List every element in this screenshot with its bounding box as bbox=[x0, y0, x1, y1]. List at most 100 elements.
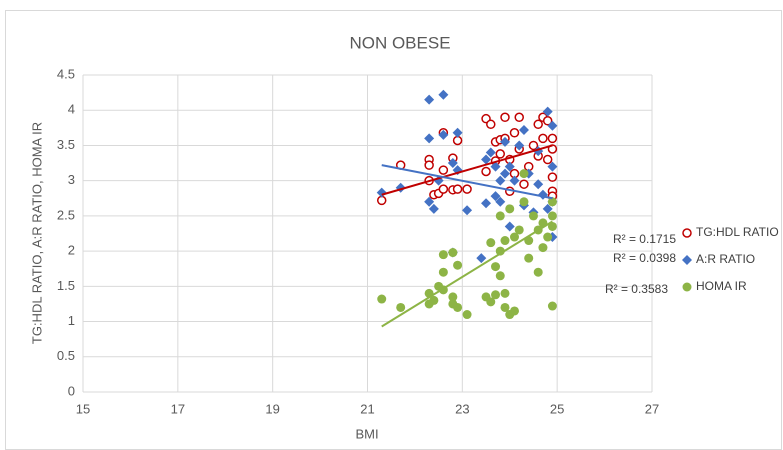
data-point bbox=[424, 196, 435, 207]
data-point bbox=[495, 149, 506, 159]
data-point bbox=[542, 116, 553, 126]
data-point bbox=[495, 271, 505, 281]
data-point bbox=[500, 168, 511, 179]
data-point bbox=[509, 175, 520, 186]
data-point bbox=[462, 184, 472, 194]
data-point bbox=[504, 221, 515, 232]
data-point bbox=[514, 225, 524, 235]
data-point bbox=[509, 306, 519, 316]
x-tick-label: 15 bbox=[76, 401, 90, 416]
data-point bbox=[514, 140, 525, 151]
x-tick-label: 25 bbox=[550, 401, 564, 416]
data-point bbox=[509, 128, 520, 138]
data-point bbox=[514, 112, 524, 123]
x-tick-label: 21 bbox=[360, 401, 374, 416]
data-point bbox=[424, 133, 435, 144]
data-point bbox=[447, 158, 458, 169]
data-point bbox=[547, 120, 558, 131]
data-point bbox=[396, 302, 406, 312]
y-tick-label: 2.5 bbox=[57, 207, 75, 222]
data-point bbox=[547, 161, 558, 172]
data-point bbox=[519, 179, 529, 189]
data-point bbox=[438, 184, 449, 194]
x-tick-label: 17 bbox=[171, 401, 185, 416]
y-tick-label: 4 bbox=[68, 102, 75, 117]
data-point bbox=[452, 184, 463, 194]
data-point bbox=[500, 136, 511, 147]
data-point bbox=[519, 197, 529, 207]
data-point bbox=[476, 253, 487, 264]
data-point bbox=[462, 205, 473, 216]
y-tick-label: 1 bbox=[68, 313, 75, 328]
data-point bbox=[462, 310, 472, 320]
y-axis-title: TG:HDL RATIO, A:R RATIO, HOMA IR bbox=[29, 122, 44, 344]
data-point bbox=[547, 301, 557, 311]
data-point bbox=[500, 112, 510, 123]
data-point bbox=[547, 197, 557, 207]
data-point bbox=[429, 295, 439, 305]
data-point bbox=[505, 204, 515, 214]
trendline bbox=[381, 164, 553, 200]
y-tick-label: 3 bbox=[68, 172, 75, 187]
data-point bbox=[448, 248, 458, 258]
data-point bbox=[491, 262, 501, 272]
data-point bbox=[452, 127, 463, 138]
data-point bbox=[524, 253, 534, 263]
data-point bbox=[453, 260, 463, 270]
r-squared-label: R² = 0.0398 bbox=[613, 251, 676, 265]
data-point bbox=[481, 154, 492, 165]
data-point bbox=[547, 211, 557, 221]
legend-label: TG:HDL RATIO bbox=[696, 225, 779, 239]
data-point bbox=[438, 129, 449, 140]
data-point bbox=[438, 250, 448, 260]
data-point bbox=[486, 119, 496, 130]
legend-marker bbox=[682, 282, 692, 292]
y-tick-label: 4.5 bbox=[57, 66, 75, 81]
legend-marker bbox=[682, 255, 692, 265]
data-point bbox=[495, 211, 505, 221]
data-point bbox=[547, 172, 558, 182]
data-point bbox=[438, 89, 449, 100]
data-point bbox=[490, 191, 501, 202]
x-tick-label: 27 bbox=[645, 401, 659, 416]
data-point bbox=[486, 238, 496, 248]
data-point bbox=[543, 232, 553, 242]
data-point bbox=[481, 198, 492, 209]
y-tick-label: 0 bbox=[68, 383, 75, 398]
legend-label: A:R RATIO bbox=[696, 252, 755, 266]
x-tick-label: 23 bbox=[455, 401, 469, 416]
data-point bbox=[528, 140, 539, 151]
data-point bbox=[376, 187, 387, 198]
data-point bbox=[438, 165, 449, 175]
data-point bbox=[547, 221, 557, 231]
data-point bbox=[500, 288, 510, 298]
data-point bbox=[528, 211, 538, 221]
legend-marker bbox=[682, 228, 692, 238]
data-point bbox=[542, 203, 553, 214]
data-point bbox=[491, 290, 501, 300]
data-point bbox=[533, 119, 543, 130]
y-tick-label: 0.5 bbox=[57, 348, 75, 363]
data-point bbox=[486, 297, 496, 307]
trendline bbox=[381, 144, 553, 196]
r-squared-label: R² = 0.3583 bbox=[605, 282, 668, 296]
data-point bbox=[424, 94, 435, 105]
data-point bbox=[518, 124, 529, 135]
data-point bbox=[538, 243, 548, 253]
data-point bbox=[428, 203, 439, 214]
y-tick-label: 2 bbox=[68, 243, 75, 258]
chart-border bbox=[5, 10, 782, 450]
data-point bbox=[542, 154, 553, 165]
data-point bbox=[500, 236, 510, 246]
data-point bbox=[504, 161, 515, 172]
r-squared-label: R² = 0.1715 bbox=[613, 232, 676, 246]
x-tick-label: 19 bbox=[265, 401, 279, 416]
trendline bbox=[381, 220, 553, 328]
legend-label: HOMA IR bbox=[696, 279, 747, 293]
data-point bbox=[533, 267, 543, 277]
data-point bbox=[542, 106, 553, 117]
data-point bbox=[424, 160, 434, 170]
data-point bbox=[485, 147, 496, 158]
data-point bbox=[453, 302, 463, 312]
